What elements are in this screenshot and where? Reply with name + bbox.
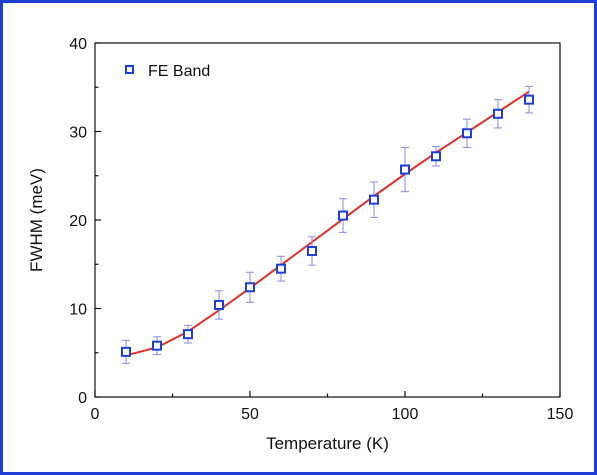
data-point — [431, 151, 441, 162]
x-tick-label: 100 — [392, 406, 419, 423]
data-point — [462, 128, 472, 139]
y-tick-label: 30 — [69, 125, 87, 142]
data-point — [493, 108, 503, 119]
legend-marker — [125, 65, 134, 74]
x-tick-label: 150 — [547, 406, 574, 423]
y-tick-label: 0 — [78, 390, 87, 407]
data-points — [121, 94, 534, 357]
tick-labels: 0 50 100 150 0 10 20 30 40 — [69, 36, 573, 423]
data-point — [524, 94, 534, 105]
legend-label: FE Band — [148, 63, 210, 80]
x-axis-label: Temperature (K) — [266, 434, 389, 453]
data-point — [152, 340, 162, 351]
axis-ticks — [94, 42, 561, 398]
data-point — [214, 299, 224, 310]
data-point — [245, 282, 255, 293]
y-axis-label: FWHM (meV) — [27, 168, 46, 272]
error-bars — [122, 85, 533, 364]
data-point — [121, 346, 131, 357]
data-point — [183, 329, 193, 340]
data-point — [307, 245, 317, 256]
data-point — [400, 164, 410, 175]
y-tick-label: 40 — [69, 36, 87, 53]
y-tick-label: 20 — [69, 213, 87, 230]
data-point — [369, 194, 379, 205]
data-point — [338, 210, 348, 221]
x-tick-label: 50 — [241, 406, 259, 423]
legend: FE Band — [125, 63, 210, 80]
data-point — [276, 263, 286, 274]
x-tick-label: 0 — [91, 406, 100, 423]
y-tick-label: 10 — [69, 302, 87, 319]
fit-line — [125, 90, 530, 357]
